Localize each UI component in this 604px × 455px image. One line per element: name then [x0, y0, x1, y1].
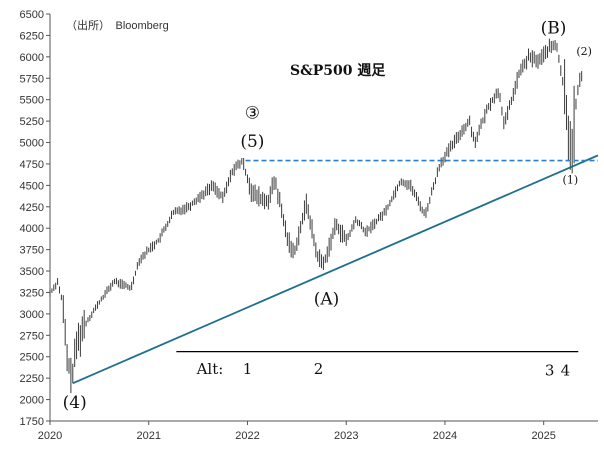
- wave-label: (B): [541, 19, 567, 39]
- y-tick-label: 2750: [20, 330, 44, 342]
- y-tick-label: 4750: [20, 159, 44, 171]
- wave-label: (1): [563, 174, 579, 187]
- x-tick-label: 2023: [334, 430, 358, 442]
- wave-label: (4): [63, 393, 87, 413]
- price-bars: [49, 38, 583, 394]
- y-tick-label: 2250: [20, 373, 44, 385]
- y-tick-label: 2000: [20, 395, 44, 407]
- alt-label: 4: [561, 362, 571, 380]
- x-tick-label: 2020: [38, 430, 62, 442]
- alt-label: 2: [314, 360, 324, 378]
- wave-label: (A): [314, 289, 340, 309]
- y-tick-label: 5000: [20, 138, 44, 150]
- y-tick-label: 5750: [20, 73, 44, 85]
- y-tick-label: 1750: [20, 416, 44, 428]
- y-tick-label: 6250: [20, 30, 44, 42]
- y-tick-label: 6000: [20, 52, 44, 64]
- y-tick-label: 6500: [20, 9, 44, 21]
- y-tick-label: 5500: [20, 95, 44, 107]
- y-tick-label: 3000: [20, 309, 44, 321]
- y-tick-label: 4500: [20, 180, 44, 192]
- y-axis: 1750 2000 2250 2500 2750 3000 3250 3500 3750 4000…: [20, 9, 51, 428]
- x-tick-label: 2024: [433, 430, 457, 442]
- x-tick-label: 2021: [136, 430, 160, 442]
- y-tick-label: 3500: [20, 266, 44, 278]
- wave-label: ③: [245, 104, 260, 124]
- chart-title: S&P500 週足: [290, 63, 386, 79]
- y-tick-label: 5250: [20, 116, 44, 128]
- x-tick-label: 2025: [531, 430, 555, 442]
- annotation-lines: [72, 154, 599, 385]
- wave-label: (2): [576, 45, 592, 58]
- alt-label: 3: [545, 362, 555, 380]
- wave-label: (5): [240, 132, 264, 152]
- alt-label: Alt:: [196, 360, 224, 378]
- y-tick-label: 3750: [20, 245, 44, 257]
- alt-label: 1: [243, 360, 253, 378]
- y-tick-label: 2500: [20, 352, 44, 364]
- source-label: （出所） Bloomberg: [66, 18, 169, 32]
- x-tick-label: 2022: [235, 430, 259, 442]
- y-tick-label: 3250: [20, 287, 44, 299]
- support-trendline: [72, 154, 599, 385]
- x-axis: 2020 2021 2022 2023 2024 2025: [38, 420, 598, 442]
- wave-labels: ③ (5) (A) (B) (2) (1) (4) Alt: 1 2 3 4: [63, 19, 592, 413]
- y-tick-label: 4250: [20, 202, 44, 214]
- y-tick-label: 4000: [20, 223, 44, 235]
